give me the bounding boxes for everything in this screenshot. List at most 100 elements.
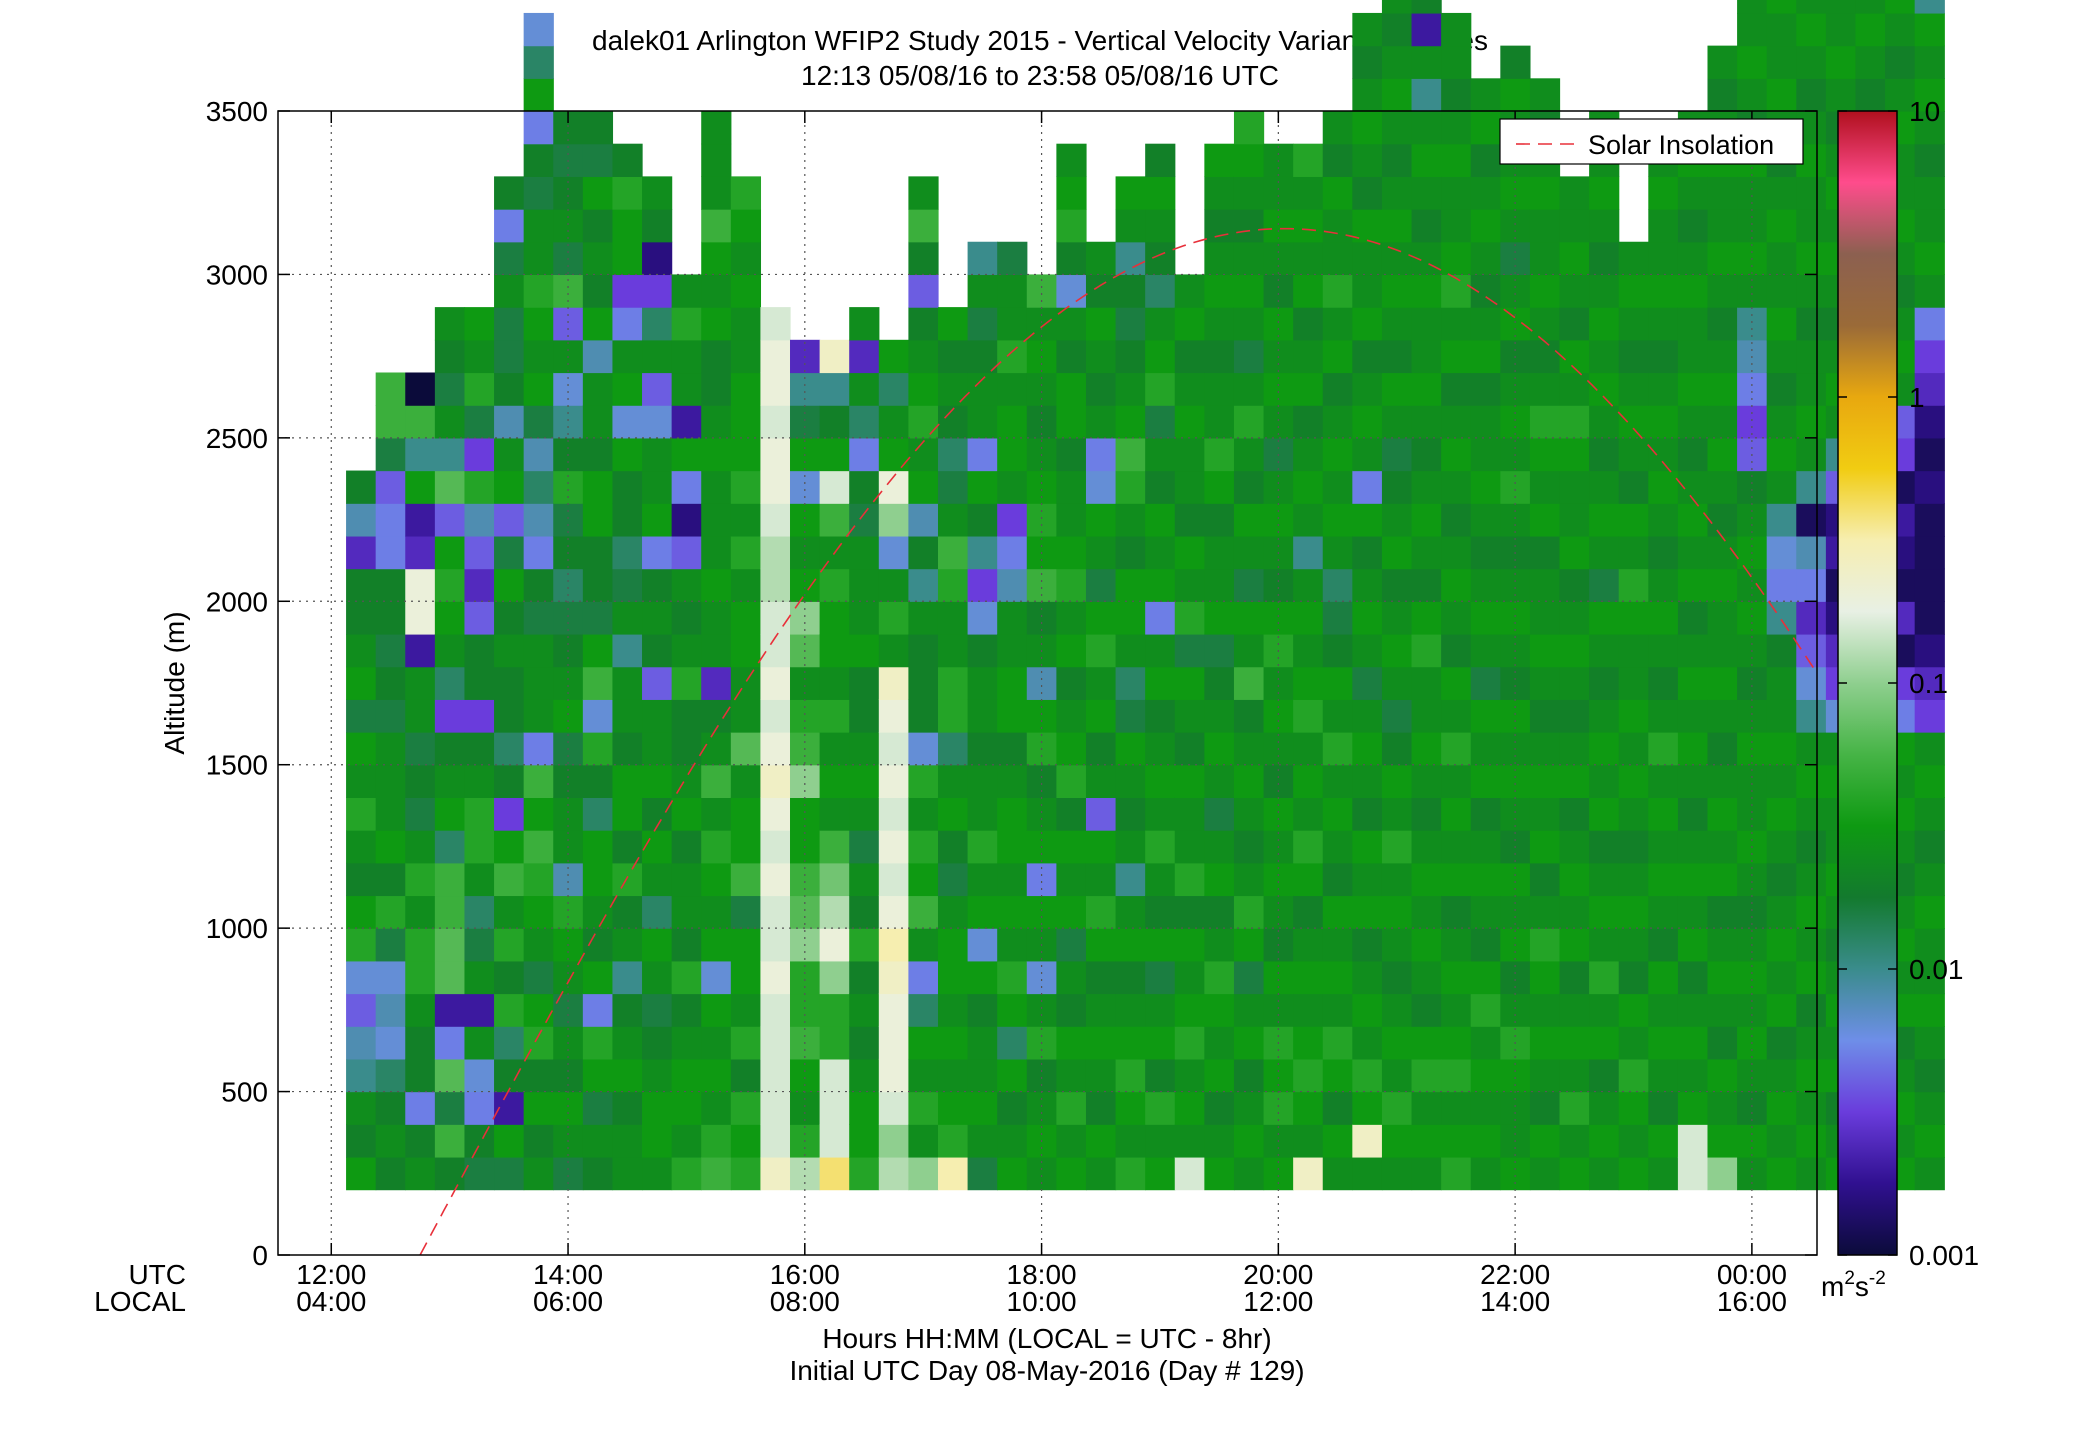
- heatmap-cell: [375, 895, 406, 929]
- heatmap-cell: [642, 601, 673, 635]
- heatmap-cell: [1293, 143, 1324, 177]
- heatmap-cell: [1293, 1026, 1324, 1060]
- heatmap-cell: [1796, 1058, 1827, 1093]
- heatmap-cell: [1855, 0, 1886, 14]
- heatmap-cell: [1204, 1124, 1235, 1158]
- heatmap-cell: [1796, 764, 1827, 798]
- heatmap-cell: [1470, 797, 1501, 831]
- heatmap-cell: [1085, 732, 1117, 766]
- heatmap-cell: [1796, 1026, 1827, 1060]
- heatmap-cell: [1914, 535, 1945, 570]
- heatmap-cell: [1766, 1091, 1797, 1125]
- heatmap-cell: [1441, 960, 1472, 995]
- heatmap-cell: [1115, 176, 1146, 210]
- heatmap-cell: [582, 307, 614, 341]
- heatmap-cell: [523, 1156, 554, 1191]
- heatmap-cell: [1589, 405, 1620, 439]
- heatmap-cell: [1707, 797, 1738, 831]
- heatmap-cell: [1470, 274, 1501, 308]
- heatmap-cell: [1766, 274, 1797, 308]
- heatmap-cell: [671, 372, 702, 406]
- heatmap-cell: [346, 732, 377, 766]
- heatmap-cell: [642, 960, 673, 995]
- heatmap-cell: [1381, 1091, 1413, 1125]
- heatmap-cell: [730, 895, 762, 929]
- heatmap-cell: [967, 666, 998, 700]
- heatmap-cell: [1470, 372, 1501, 406]
- heatmap-cell: [819, 1156, 850, 1191]
- heatmap-cell: [730, 732, 762, 766]
- heatmap-cell: [1293, 601, 1324, 635]
- heatmap-cell: [730, 568, 762, 602]
- heatmap-cell: [523, 437, 554, 472]
- heatmap-cell: [1115, 601, 1146, 635]
- heatmap-cell: [878, 960, 909, 995]
- heatmap-cell: [434, 437, 466, 472]
- heatmap-cell: [1352, 666, 1383, 700]
- heatmap-cell: [1381, 111, 1413, 145]
- heatmap-cell: [1115, 928, 1146, 962]
- heatmap-cell: [1618, 535, 1649, 570]
- heatmap-cell: [878, 1091, 909, 1125]
- heatmap-cell: [671, 535, 702, 570]
- heatmap-cell: [642, 535, 673, 570]
- heatmap-cell: [1204, 503, 1235, 537]
- heatmap-cell: [760, 535, 791, 570]
- heatmap-cell: [1352, 470, 1383, 504]
- heatmap-cell: [1766, 307, 1797, 341]
- heatmap-cell: [997, 732, 1028, 766]
- heatmap-cell: [523, 535, 554, 570]
- heatmap-cell: [1707, 45, 1738, 79]
- heatmap-cell: [1441, 470, 1472, 504]
- heatmap-cell: [819, 1124, 850, 1158]
- heatmap-cell: [612, 732, 643, 766]
- heatmap-cell: [1145, 437, 1176, 472]
- heatmap-cell: [1589, 633, 1620, 668]
- heatmap-cell: [1707, 830, 1738, 864]
- heatmap-cell: [1411, 699, 1442, 733]
- heatmap-cell: [1529, 274, 1561, 308]
- x-tick-label-local: 08:00: [770, 1286, 840, 1317]
- heatmap-cell: [1293, 209, 1324, 243]
- heatmap-cell: [1411, 307, 1442, 341]
- heatmap-cell: [1056, 405, 1087, 439]
- heatmap-cell: [1885, 12, 1916, 47]
- heatmap-cell: [1825, 45, 1857, 79]
- heatmap-cell: [1115, 1156, 1146, 1191]
- heatmap-cell: [1796, 1124, 1827, 1158]
- heatmap-cell: [582, 1124, 614, 1158]
- heatmap-cell: [1441, 601, 1472, 635]
- heatmap-cell: [1411, 633, 1442, 668]
- heatmap-cell: [819, 699, 850, 733]
- heatmap-cell: [612, 1026, 643, 1060]
- heatmap-cell: [1618, 568, 1649, 602]
- heatmap-cell: [1766, 339, 1797, 374]
- heatmap-cell: [1470, 960, 1501, 995]
- heatmap-cell: [434, 535, 466, 570]
- heatmap-cell: [1204, 176, 1235, 210]
- heatmap-cell: [612, 339, 643, 374]
- heatmap-cell: [1796, 209, 1827, 243]
- heatmap-cell: [1766, 568, 1797, 602]
- heatmap-cell: [1559, 176, 1590, 210]
- heatmap-cell: [819, 1091, 850, 1125]
- heatmap-cell: [1115, 633, 1146, 668]
- chart-title: dalek01 Arlington WFIP2 Study 2015 - Ver…: [592, 25, 1488, 56]
- heatmap-cell: [908, 241, 939, 276]
- heatmap-cell: [1529, 372, 1561, 406]
- x-tick-label-local: 12:00: [1243, 1286, 1313, 1317]
- heatmap-cell: [1115, 274, 1146, 308]
- heatmap-cell: [1056, 241, 1087, 276]
- heatmap-cell: [1352, 1058, 1383, 1093]
- heatmap-cell: [1470, 633, 1501, 668]
- heatmap-cell: [1115, 372, 1146, 406]
- heatmap-cell: [908, 633, 939, 668]
- heatmap-cell: [1056, 209, 1087, 243]
- heatmap-cell: [760, 928, 791, 962]
- heatmap-cell: [612, 1091, 643, 1125]
- heatmap-cell: [1411, 45, 1442, 79]
- heatmap-cell: [1885, 0, 1916, 14]
- heatmap-cell: [937, 405, 969, 439]
- heatmap-cell: [1056, 699, 1087, 733]
- heatmap-cell: [730, 307, 762, 341]
